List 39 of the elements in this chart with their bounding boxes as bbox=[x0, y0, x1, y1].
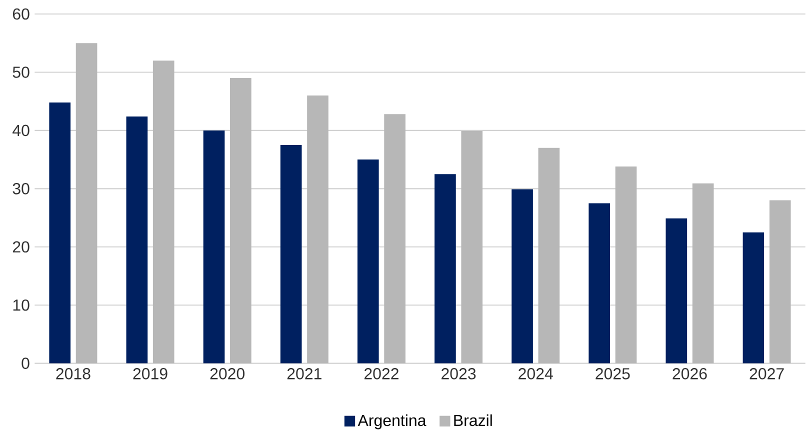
bar bbox=[76, 43, 98, 364]
x-tick-label: 2022 bbox=[364, 368, 398, 380]
y-tick-label: 30 bbox=[12, 183, 30, 194]
y-tick-label: 0 bbox=[22, 358, 30, 369]
bar bbox=[666, 218, 688, 364]
legend-label: Brazil bbox=[454, 414, 492, 426]
bar bbox=[512, 189, 533, 364]
bar bbox=[357, 160, 379, 364]
x-tick-label: 2018 bbox=[56, 368, 90, 380]
x-tick-label: 2020 bbox=[210, 368, 245, 380]
bar bbox=[126, 116, 148, 364]
bar bbox=[615, 166, 637, 364]
y-tick-label: 40 bbox=[12, 124, 30, 136]
bar bbox=[692, 183, 714, 364]
bar bbox=[230, 78, 252, 364]
y-tick-label: 50 bbox=[12, 66, 30, 78]
bar bbox=[742, 232, 764, 364]
y-tick-label: 60 bbox=[12, 8, 30, 20]
bar bbox=[307, 96, 328, 364]
x-tick-label: 2025 bbox=[596, 368, 630, 380]
y-tick-label: 20 bbox=[12, 241, 30, 253]
bar bbox=[461, 131, 483, 364]
bar bbox=[203, 130, 225, 364]
legend-label: Argentina bbox=[358, 414, 426, 430]
bar bbox=[769, 200, 791, 364]
bar bbox=[538, 148, 560, 364]
bar bbox=[434, 174, 456, 364]
x-tick-label: 2023 bbox=[442, 368, 476, 380]
x-tick-label: 2021 bbox=[287, 368, 322, 380]
bar bbox=[588, 203, 610, 364]
y-tick-label: 10 bbox=[13, 299, 30, 311]
x-tick-label: 2026 bbox=[672, 368, 707, 380]
x-tick-label: 2019 bbox=[133, 368, 168, 380]
bar bbox=[152, 60, 174, 364]
x-tick-label: 2024 bbox=[518, 368, 553, 380]
x-tick-label: 2027 bbox=[750, 368, 784, 380]
bar bbox=[49, 102, 71, 364]
bar bbox=[280, 145, 302, 364]
bar bbox=[384, 114, 406, 364]
